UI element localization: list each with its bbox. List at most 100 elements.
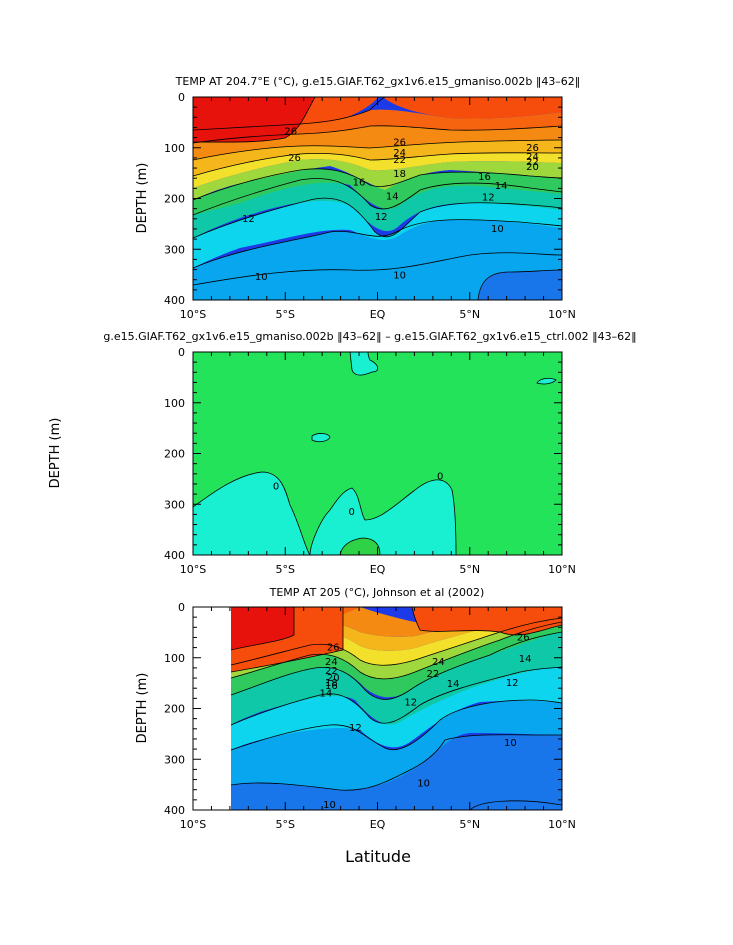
- y-tick-label: 100: [164, 142, 185, 155]
- contour-line: [230, 699, 562, 751]
- contour-label: 22: [426, 669, 439, 680]
- x-axis-label: Latitude: [345, 847, 411, 866]
- contour-label: 16: [325, 681, 338, 692]
- contour-line: [339, 537, 381, 555]
- contour-label: 12: [506, 678, 519, 689]
- contour-label: 10: [504, 738, 517, 749]
- diff-negative-region: [350, 352, 378, 376]
- x-tick-label: 10°S: [180, 308, 206, 321]
- contour-label: 16: [353, 177, 366, 188]
- contour-label: 18: [325, 678, 338, 689]
- x-tick-label: 5°S: [276, 818, 295, 831]
- contour-label: 12: [375, 212, 388, 223]
- x-tick-label: 10°S: [180, 563, 206, 576]
- diff-negative-region: [312, 433, 330, 442]
- panel-observed-temperature: TEMP AT 205 (°C), Johnson et al (2002): [192, 586, 563, 866]
- contour-line: [230, 607, 295, 651]
- contour-line: [193, 168, 562, 201]
- contour-label: 24: [325, 657, 338, 668]
- y-tick-label: 0: [178, 601, 185, 614]
- diff-negative-region: [310, 479, 456, 555]
- x-tick-label: 5°S: [276, 563, 295, 576]
- band-22-24: [193, 125, 562, 160]
- panel-difference: g.e15.GIAF.T62_gx1v6.e15_gmaniso.002b ‖4…: [103, 330, 637, 556]
- contour-label: 10: [393, 271, 406, 282]
- x-tick-label: 10°N: [548, 563, 576, 576]
- panel-model-temperature: TEMP AT 204.7°E (°C), g.e15.GIAF.T62_gx1…: [175, 75, 581, 301]
- x-tick-label: 10°N: [548, 818, 576, 831]
- contour-line: [193, 97, 316, 143]
- x-tick-label: 5°S: [276, 308, 295, 321]
- contour-label: 0: [437, 471, 443, 482]
- y-tick-label: 200: [164, 193, 185, 206]
- panel-1-title: TEMP AT 204.7°E (°C), g.e15.GIAF.T62_gx1…: [175, 75, 581, 88]
- contour-label: 10: [255, 272, 268, 283]
- contour-label: 24: [393, 148, 406, 159]
- contour-label: 10: [417, 779, 430, 790]
- contour-label: 12: [349, 723, 362, 734]
- contour-label: 12: [404, 697, 417, 708]
- contour-line: [193, 219, 562, 269]
- contour-label: 26: [517, 632, 530, 643]
- contour-label: 0: [273, 481, 279, 492]
- y-tick-label: 100: [164, 397, 185, 410]
- contour-line: [230, 617, 562, 666]
- contour-label: 24: [526, 152, 539, 163]
- band-14-16: [193, 168, 562, 215]
- band-16-18: [193, 159, 562, 200]
- contour-line: [193, 125, 562, 144]
- contour-label: 10: [323, 800, 336, 811]
- contour-line: [309, 479, 457, 555]
- band-11-12: [193, 198, 562, 268]
- panel-3-fill: [230, 607, 562, 810]
- panel-2-title: g.e15.GIAF.T62_gx1v6.e15_gmaniso.002b ‖4…: [103, 330, 636, 343]
- contour-label: 26: [284, 127, 297, 138]
- panel-2-fill: [193, 352, 562, 555]
- band-12-14: [193, 178, 562, 238]
- contour-label: 12: [242, 214, 255, 225]
- contour-label: 14: [447, 679, 460, 690]
- contour-label: 12: [482, 192, 495, 203]
- contour-label: 18: [393, 169, 406, 180]
- y-tick-label: 400: [164, 549, 185, 562]
- y-tick-label: 100: [164, 652, 185, 665]
- band-26-plus: [412, 607, 562, 635]
- contour-label: 20: [327, 673, 340, 684]
- x-tick-label: 10°N: [548, 308, 576, 321]
- contour-label: 26: [288, 153, 301, 164]
- contour-line: [230, 621, 562, 680]
- contour-label: 22: [325, 666, 338, 677]
- contour-label: 10: [491, 224, 504, 235]
- contour-line: [193, 178, 562, 216]
- contour-line: [193, 197, 562, 239]
- contour-line: [193, 139, 562, 161]
- contour-line: [469, 800, 562, 810]
- contour-line: [311, 433, 331, 443]
- contour-line: [349, 352, 379, 376]
- contour-line: [230, 734, 562, 791]
- contour-line: [193, 252, 562, 286]
- contour-line: [477, 269, 562, 300]
- panel-3-title: TEMP AT 205 (°C), Johnson et al (2002): [269, 586, 485, 599]
- band-9-10: [231, 734, 562, 810]
- panel-3-y-axis-label: DEPTH (m): [135, 673, 150, 744]
- panel-1-fill: [193, 97, 562, 300]
- x-tick-label: 5°N: [459, 563, 480, 576]
- band-11-12: [231, 667, 562, 750]
- contour-line: [193, 97, 390, 131]
- panel-2-y-axis-label: DEPTH (m): [48, 418, 63, 489]
- x-tick-label: EQ: [370, 308, 386, 321]
- y-tick-label: 400: [164, 294, 185, 307]
- band-20-22: [193, 140, 562, 176]
- contour-line: [411, 607, 562, 636]
- band-warm-pool: [193, 97, 315, 143]
- contour-line: [536, 377, 557, 385]
- band-10-11: [193, 219, 562, 300]
- contour-line: [230, 666, 562, 726]
- band-warm-pool: [231, 607, 294, 650]
- y-tick-label: 200: [164, 703, 185, 716]
